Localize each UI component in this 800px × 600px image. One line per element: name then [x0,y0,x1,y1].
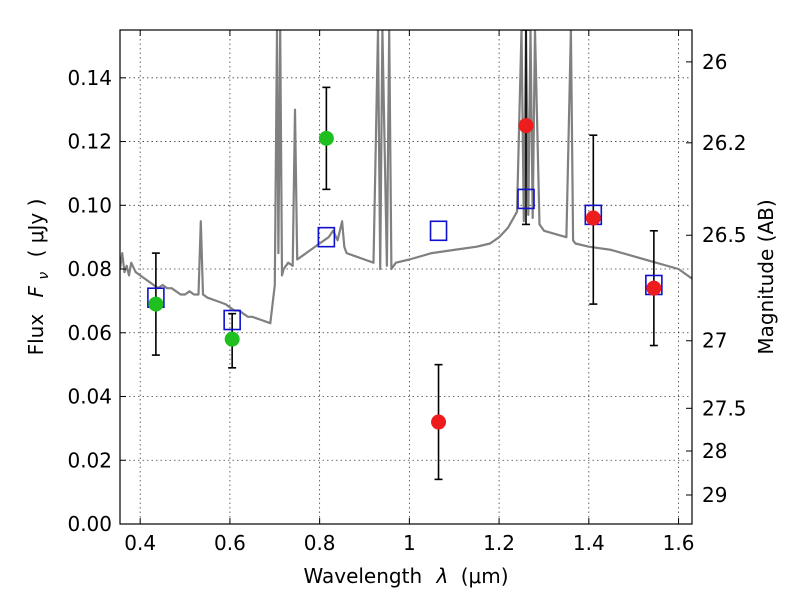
x-tick-label: 1 [403,531,416,555]
square-marker [517,188,535,210]
y-tick-label: 0.14 [67,66,112,90]
model-spectrum-line [120,30,692,325]
green-point [318,130,334,146]
y2-axis-label: Magnitude (AB) [754,199,778,354]
plot-area-background [120,30,692,524]
y-axis-label-symbol: F [24,285,48,297]
square-marker [429,220,448,242]
square-marker [317,226,336,248]
y2-tick-label: 27.5 [702,396,747,420]
y2-tick-label: 26 [702,50,727,74]
y-tick-label: 0.06 [67,321,112,345]
y-axis-label: Flux F ν ( μJy ) [24,199,53,356]
plot-frame [119,29,693,525]
red-point [646,280,662,296]
y2-tick-label: 29 [702,483,727,507]
red-point [585,210,601,226]
x-axis-label-symbol: λ [436,564,449,588]
y-tick-label: 0.10 [67,193,112,217]
x-tick-label: 0.4 [124,531,156,555]
x-tick-label: 1.2 [483,531,515,555]
y-tick-label: 0.04 [67,385,112,409]
y2-tick-label: 28 [702,439,727,463]
x-axis-label-text: Wavelength [303,564,422,588]
y2-tick-label: 26.2 [702,131,747,155]
x-tick-label: 0.6 [214,531,246,555]
green-point [148,296,164,312]
green-point [224,331,240,347]
labels-layer: 0.4 0.6 0.8 1 1.2 1.4 1.6 0.00 0.02 0.04 0.06 0.08 0… [67,50,746,555]
y-tick-label: 0.02 [67,448,112,472]
x-axis-label: Wavelength λ (μm) [303,564,508,588]
y-tick-label: 0.12 [67,130,112,154]
x-tick-label: 1.4 [573,531,605,555]
y-axis-label-prefix: Flux [24,314,48,356]
y-axis-label-unit: ( μJy ) [24,199,48,258]
x-tick-label: 1.6 [663,531,695,555]
y-tick-label: 0.08 [67,257,112,281]
y-axis-label-subscript: ν [36,272,52,280]
y2-tick-label: 27 [702,329,727,353]
model-layer [120,30,692,325]
red-point [518,118,534,134]
red-point [431,414,447,430]
x-tick-label: 0.8 [304,531,336,555]
y-tick-label: 0.00 [67,512,112,536]
marker-layer [147,118,663,430]
square-marker [223,309,241,331]
y2-tick-label: 26.5 [702,223,747,247]
x-axis-label-unit: (μm) [461,564,509,588]
